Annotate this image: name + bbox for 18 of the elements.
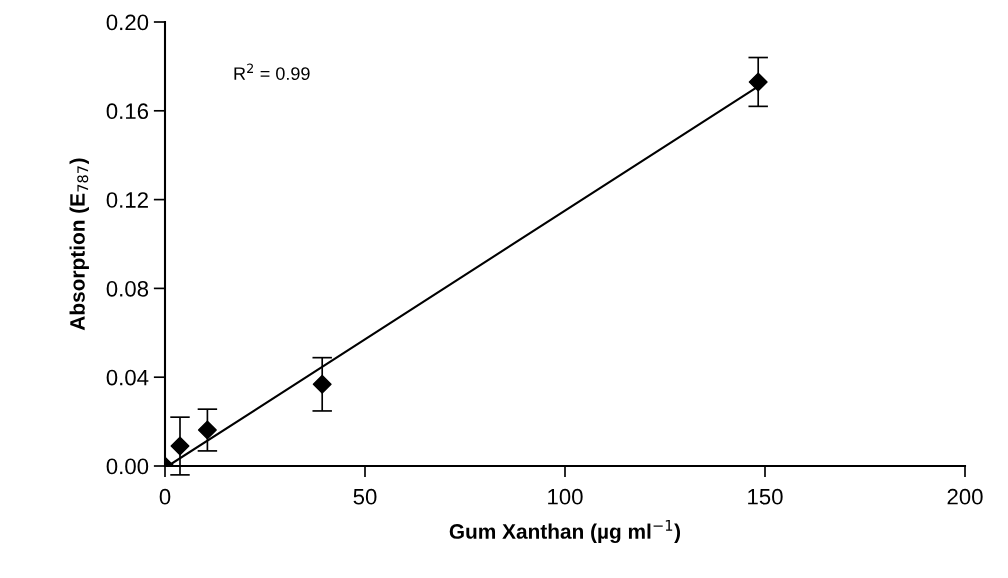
y-tick-label: 0.20 xyxy=(106,14,149,31)
y-tick-label: 0.12 xyxy=(106,192,148,208)
point xyxy=(197,420,217,440)
x-tick-label: 150 xyxy=(748,488,783,505)
y-tick-label: 0.00 xyxy=(106,458,149,475)
x-tick-label: 0 xyxy=(159,488,171,505)
x-tick-label: 100 xyxy=(548,488,583,505)
y-tick-label: 0.04 xyxy=(106,369,149,386)
point xyxy=(170,436,190,456)
x-tick-label: 50 xyxy=(353,488,377,505)
annotation: R$^{2}$ = 0.99 xyxy=(234,63,310,80)
point xyxy=(748,72,768,92)
y-axis-title: Absorption (E$_{787}$) xyxy=(69,158,89,331)
x-tick-label: 200 xyxy=(947,488,983,505)
point xyxy=(312,374,332,394)
y-tick-label: 0.16 xyxy=(106,103,149,120)
y-tick-label: 0.08 xyxy=(106,280,149,297)
x-axis-title: Gum Xanthan (µg ml$^{−1}$) xyxy=(449,520,681,544)
